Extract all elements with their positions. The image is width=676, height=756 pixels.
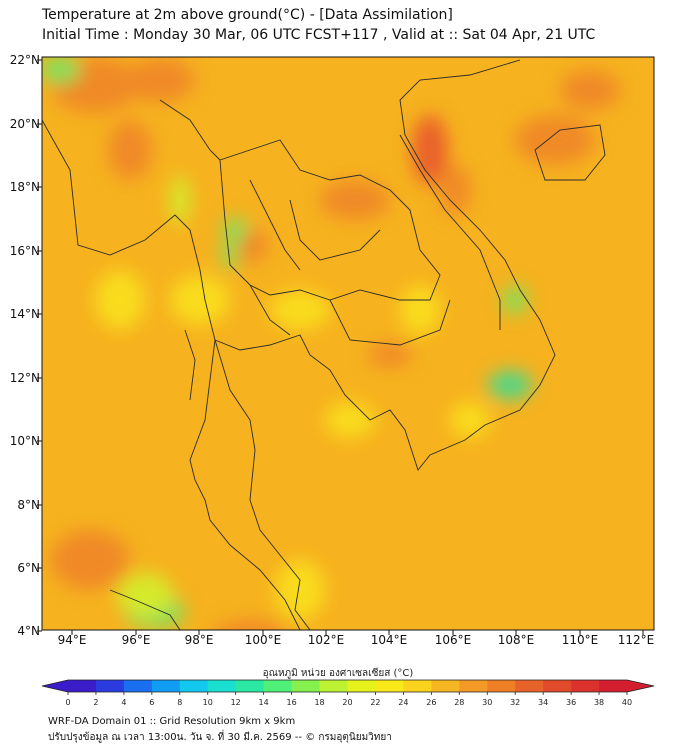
colorbar-tick-label: 12 xyxy=(231,698,241,707)
colorbar: 0 2 4 6 8 10 12 14 16 18 20 22 24 26 28 30 32 34 36 38 40 xyxy=(41,679,655,707)
temperature-anomalies xyxy=(42,57,620,630)
lon-label-98e: 98°E xyxy=(184,633,214,647)
lat-label-8n: 8°N xyxy=(17,498,40,512)
lat-label-4n: 4°N xyxy=(17,624,40,638)
map-frame xyxy=(41,56,655,631)
colorbar-tick-label: 36 xyxy=(566,698,576,707)
lon-label-102e: 102°E xyxy=(307,633,345,647)
colorbar-tick-label: 8 xyxy=(177,698,182,707)
footer-model-info: WRF-DA Domain 01 :: Grid Resolution 9km … xyxy=(48,716,296,727)
colorbar-title: อุณหภูมิ หน่วย องศาเซลเซียส (°C) xyxy=(262,668,414,679)
lon-label-100e: 100°E xyxy=(244,633,282,647)
lat-label-18n: 18°N xyxy=(9,180,40,194)
colorbar-tick-label: 20 xyxy=(342,698,352,707)
colorbar-tick-label: 38 xyxy=(594,698,604,707)
colorbar-tick-label: 18 xyxy=(314,698,324,707)
colorbar-tick-label: 16 xyxy=(287,698,297,707)
footer-update-info: ปรับปรุงข้อมูล ณ เวลา 13:00น. วัน จ. ที่… xyxy=(48,732,392,743)
colorbar-tick-label: 26 xyxy=(426,698,436,707)
lat-label-10n: 10°N xyxy=(9,434,40,448)
lat-label-6n: 6°N xyxy=(17,561,40,575)
colorbar-tick-label: 6 xyxy=(149,698,154,707)
colorbar-tick-label: 28 xyxy=(454,698,464,707)
lat-label-12n: 12°N xyxy=(9,371,40,385)
colorbar-tick-label: 34 xyxy=(538,698,548,707)
colorbar-tick-label: 14 xyxy=(259,698,269,707)
lat-label-16n: 16°N xyxy=(9,244,40,258)
axis-ticks xyxy=(37,59,644,635)
colorbar-tick-label: 2 xyxy=(93,698,98,707)
colorbar-tick-label: 0 xyxy=(65,698,70,707)
lon-label-96e: 96°E xyxy=(121,633,151,647)
colorbar-tick-label: 10 xyxy=(203,698,213,707)
coastlines-and-borders xyxy=(42,59,606,630)
lon-label-112e: 112°E xyxy=(617,633,655,647)
colorbar-tick-label: 24 xyxy=(398,698,408,707)
colorbar-tick-label: 22 xyxy=(370,698,380,707)
colorbar-tick-label: 32 xyxy=(510,698,520,707)
lon-label-106e: 106°E xyxy=(434,633,472,647)
lat-label-22n: 22°N xyxy=(9,53,40,67)
lat-label-14n: 14°N xyxy=(9,307,40,321)
map-title: Temperature at 2m above ground(°C) - [Da… xyxy=(42,7,453,23)
colorbar-tick-label: 40 xyxy=(622,698,632,707)
lon-label-110e: 110°E xyxy=(561,633,599,647)
lon-label-108e: 108°E xyxy=(497,633,535,647)
colorbar-tick-label: 4 xyxy=(121,698,126,707)
map-subtitle: Initial Time : Monday 30 Mar, 06 UTC FCS… xyxy=(42,27,596,43)
lon-label-94e: 94°E xyxy=(57,633,87,647)
lat-label-20n: 20°N xyxy=(9,117,40,131)
lon-label-104e: 104°E xyxy=(370,633,408,647)
colorbar-tick-label: 30 xyxy=(482,698,492,707)
